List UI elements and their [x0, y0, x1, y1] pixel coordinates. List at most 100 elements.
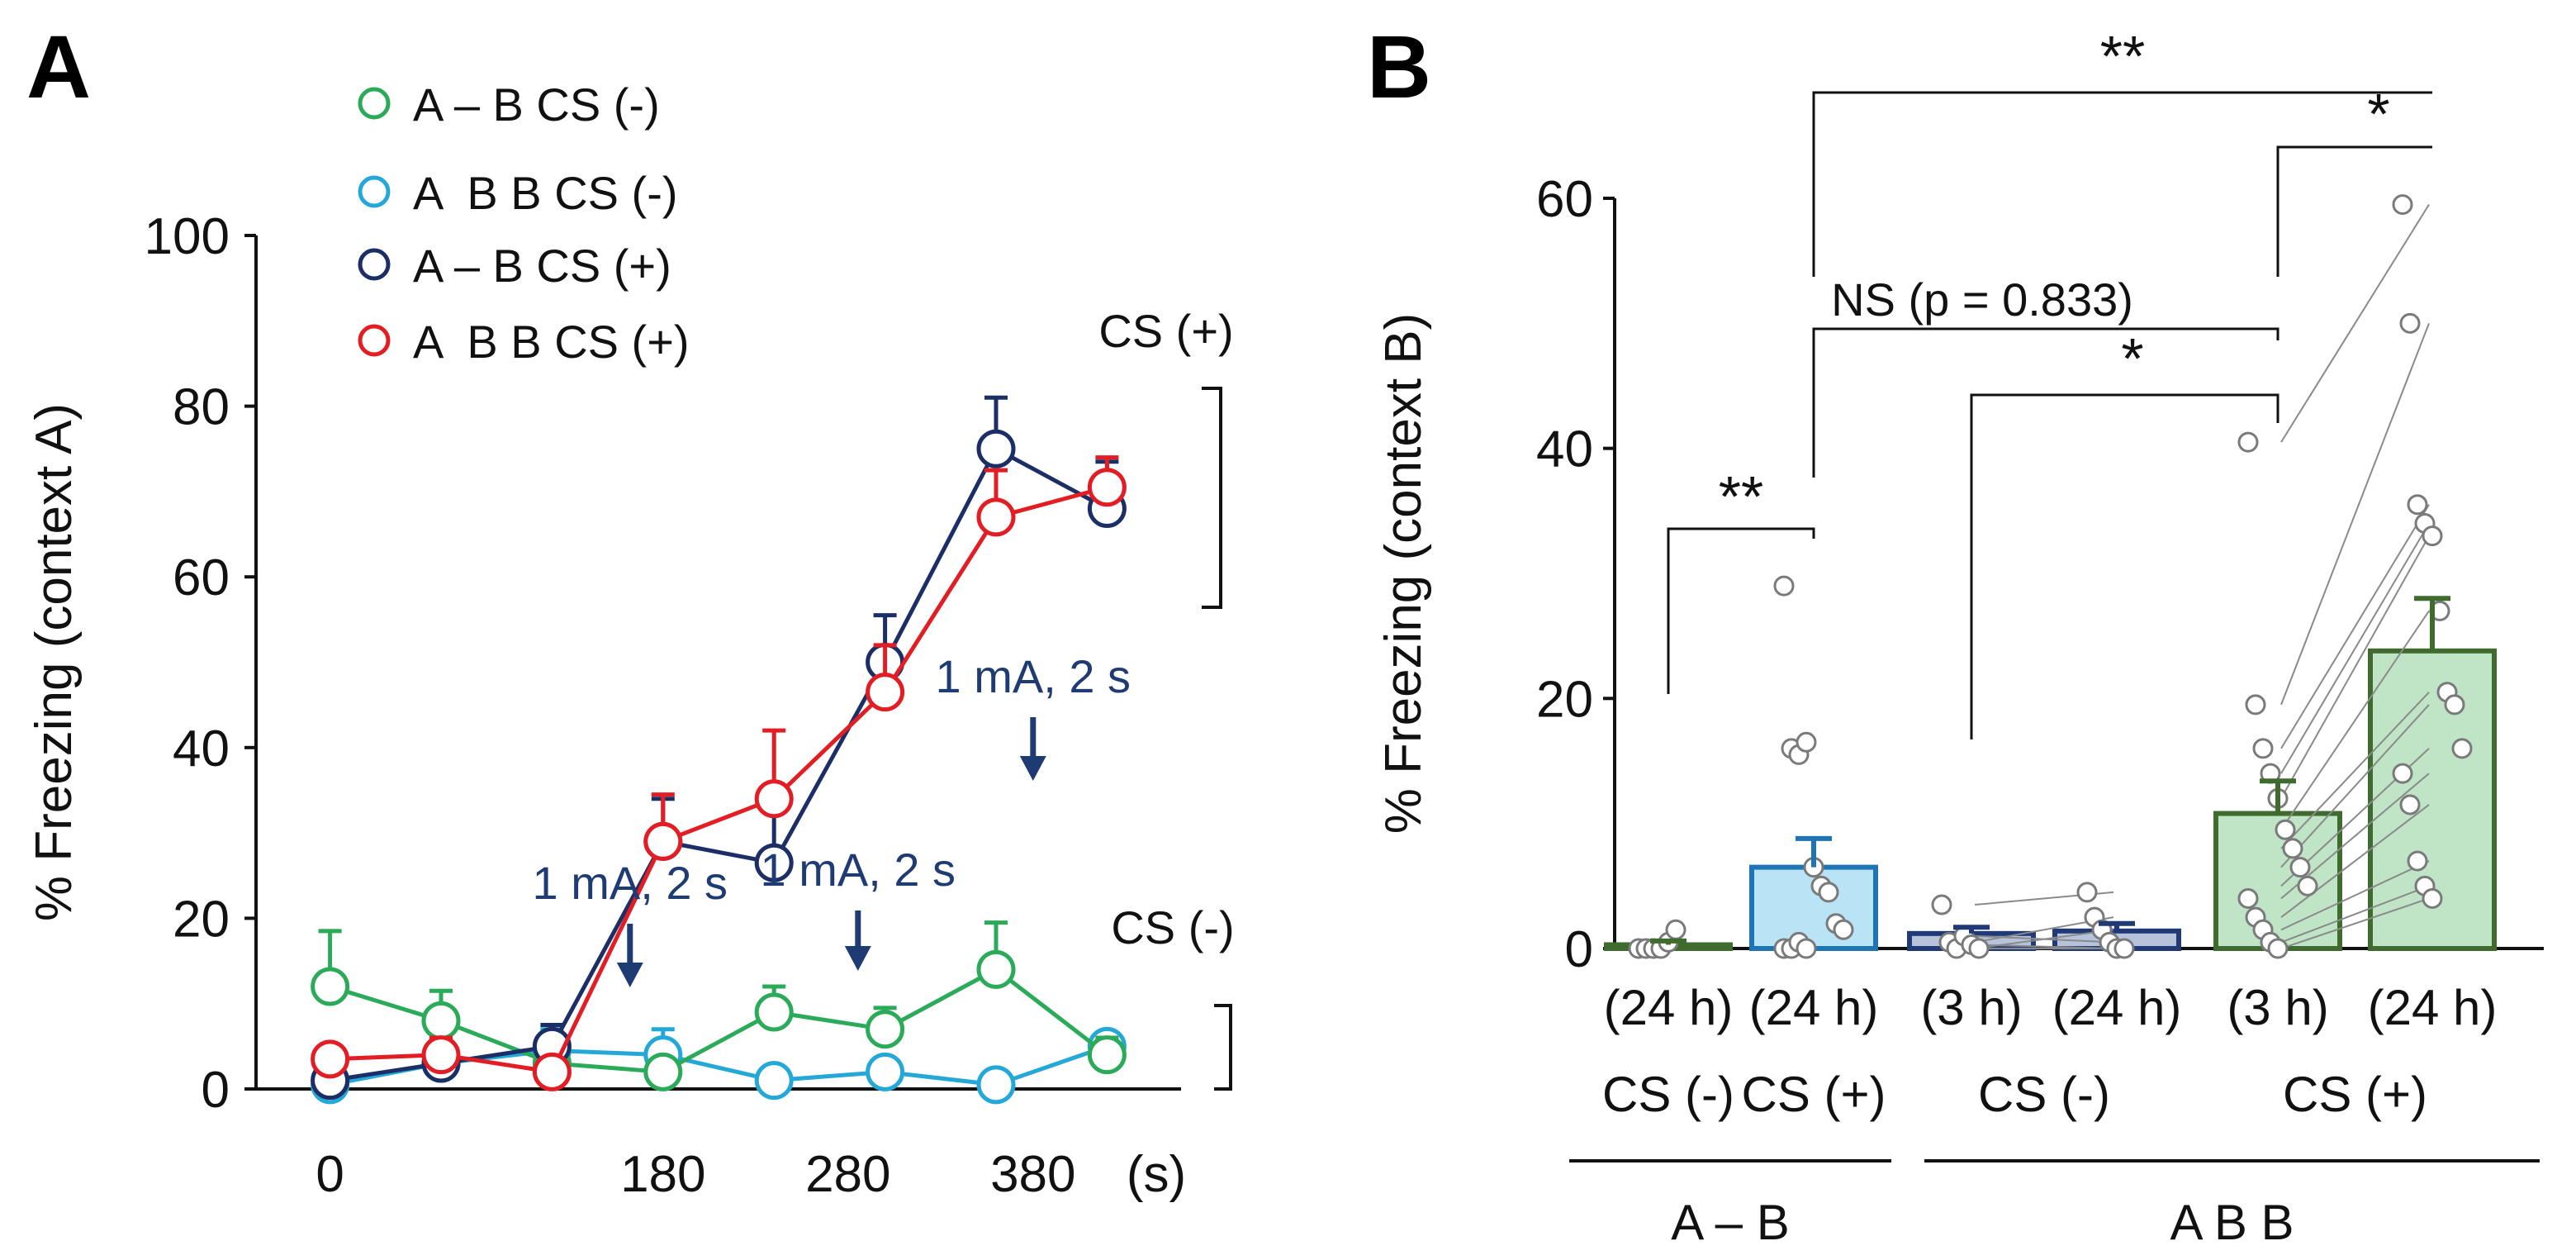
data-point [311, 1039, 350, 1079]
significance-bracket [2276, 145, 2432, 277]
significance-bracket [1970, 393, 2279, 739]
legend-marker [358, 87, 391, 120]
individual-point [2422, 887, 2443, 909]
panel-a-label: A [26, 17, 91, 116]
group-label: A – B [1671, 1195, 1789, 1250]
shock-arrow-head [616, 963, 643, 987]
individual-point [2422, 525, 2443, 547]
group-label: A B B [2170, 1195, 2294, 1250]
cs-group-label: CS (+) [2283, 1067, 2427, 1122]
significance-bracket [1667, 527, 1815, 694]
bar-cs-label: CS (-) [1602, 1067, 1734, 1122]
y-tick-label: 0 [202, 1062, 230, 1119]
significance-label: NS (p = 0.833) [1831, 273, 2133, 326]
individual-point [2076, 882, 2098, 903]
significance-label: * [2367, 82, 2389, 146]
pair-line [2280, 610, 2430, 830]
y-tick-label: 60 [1536, 171, 1593, 228]
data-point [866, 673, 905, 712]
legend-marker [358, 175, 391, 208]
legend-label: A – B CS (+) [413, 240, 671, 292]
individual-point [1796, 938, 1817, 959]
data-point [976, 1065, 1016, 1105]
y-tick-label: 20 [173, 891, 230, 948]
shock-arrow-head [1019, 756, 1046, 781]
significance-label: ** [2100, 24, 2145, 88]
pair-line [2280, 322, 2430, 706]
shock-arrow [616, 924, 643, 987]
individual-point [2237, 431, 2259, 453]
individual-point [2399, 312, 2421, 334]
pair-line [2280, 704, 2430, 868]
y-tick-label: 40 [173, 720, 230, 777]
pair-line [2280, 860, 2430, 931]
data-point [976, 949, 1016, 989]
y-axis-label: % Freezing (context A) [26, 403, 83, 921]
pair-line [2280, 522, 2430, 774]
panel-b-label: B [1367, 17, 1431, 116]
legend-label: A B B CS (-) [413, 167, 678, 219]
y-tick-label: 20 [1536, 671, 1593, 728]
data-point [643, 1052, 683, 1091]
data-point [976, 497, 1016, 537]
data-point [754, 779, 794, 819]
individual-point [2275, 819, 2296, 840]
data-point [1087, 468, 1127, 507]
shock-arrow [1019, 717, 1046, 781]
data-point [421, 1035, 461, 1075]
individual-point [2407, 850, 2428, 872]
x-tick-label: 280 [805, 1146, 890, 1203]
x-tick-label: 0 [315, 1146, 344, 1203]
bar-time-label: (3 h) [1920, 980, 2022, 1035]
individual-point [1818, 882, 1839, 903]
individual-point [2237, 887, 2259, 909]
x-tick-label: 380 [990, 1146, 1075, 1203]
data-point [421, 1001, 461, 1040]
y-tick-label: 40 [1536, 421, 1593, 478]
x-tick-label: 180 [620, 1146, 705, 1203]
panel-a: A 0 20 40 60 80 100 0 180 280 380 (s) % Freezing (co… [26, 17, 1235, 1203]
significance-bracket [1812, 91, 2432, 277]
bar-cs-label: CS (+) [1741, 1067, 1886, 1122]
data-point [754, 1061, 794, 1101]
shock-annotation: 1 mA, 2 s [761, 844, 956, 896]
pair-line [2280, 804, 2430, 918]
individual-point [1796, 731, 1817, 753]
individual-point [2392, 763, 2413, 784]
data-point [754, 843, 794, 882]
individual-point [2267, 938, 2289, 959]
shock-annotation: 1 mA, 2 s [936, 650, 1131, 702]
data-point [532, 1052, 572, 1091]
significance-label: * [2121, 326, 2143, 391]
legend-label: A B B CS (+) [413, 316, 690, 368]
individual-point [2407, 494, 2428, 516]
individual-point [1665, 919, 1686, 940]
significance-bracket [1812, 327, 2279, 478]
individual-point [2245, 694, 2266, 716]
legend-marker [358, 324, 391, 357]
shock-arrow [844, 911, 871, 971]
legend-marker [358, 248, 391, 281]
bracket-cs-plus [1202, 387, 1222, 609]
data-point [866, 1052, 905, 1091]
data-point [311, 967, 350, 1006]
bar-time-label: (24 h) [1749, 980, 1879, 1035]
pair-line [2280, 692, 2430, 849]
data-point [1087, 1035, 1127, 1075]
individual-point [1931, 894, 1952, 915]
series-red [311, 455, 1127, 1091]
individual-point [2451, 738, 2473, 759]
individual-point [2444, 694, 2465, 716]
bar-time-label: (24 h) [1604, 980, 1734, 1035]
individual-point [2289, 857, 2311, 878]
cs-group-label: CS (-) [1978, 1067, 2110, 1122]
bracket-cs-minus [1214, 1004, 1232, 1091]
pair-line [2280, 204, 2430, 443]
individual-point [2282, 838, 2303, 859]
pair-line [2280, 897, 2430, 949]
individual-point [1773, 575, 1795, 597]
legend-label: A – B CS (-) [413, 78, 660, 131]
legend: A – B CS (-) A B B CS (-) A – B CS (+) A B … [358, 78, 690, 368]
y-tick-label: 60 [173, 549, 230, 606]
